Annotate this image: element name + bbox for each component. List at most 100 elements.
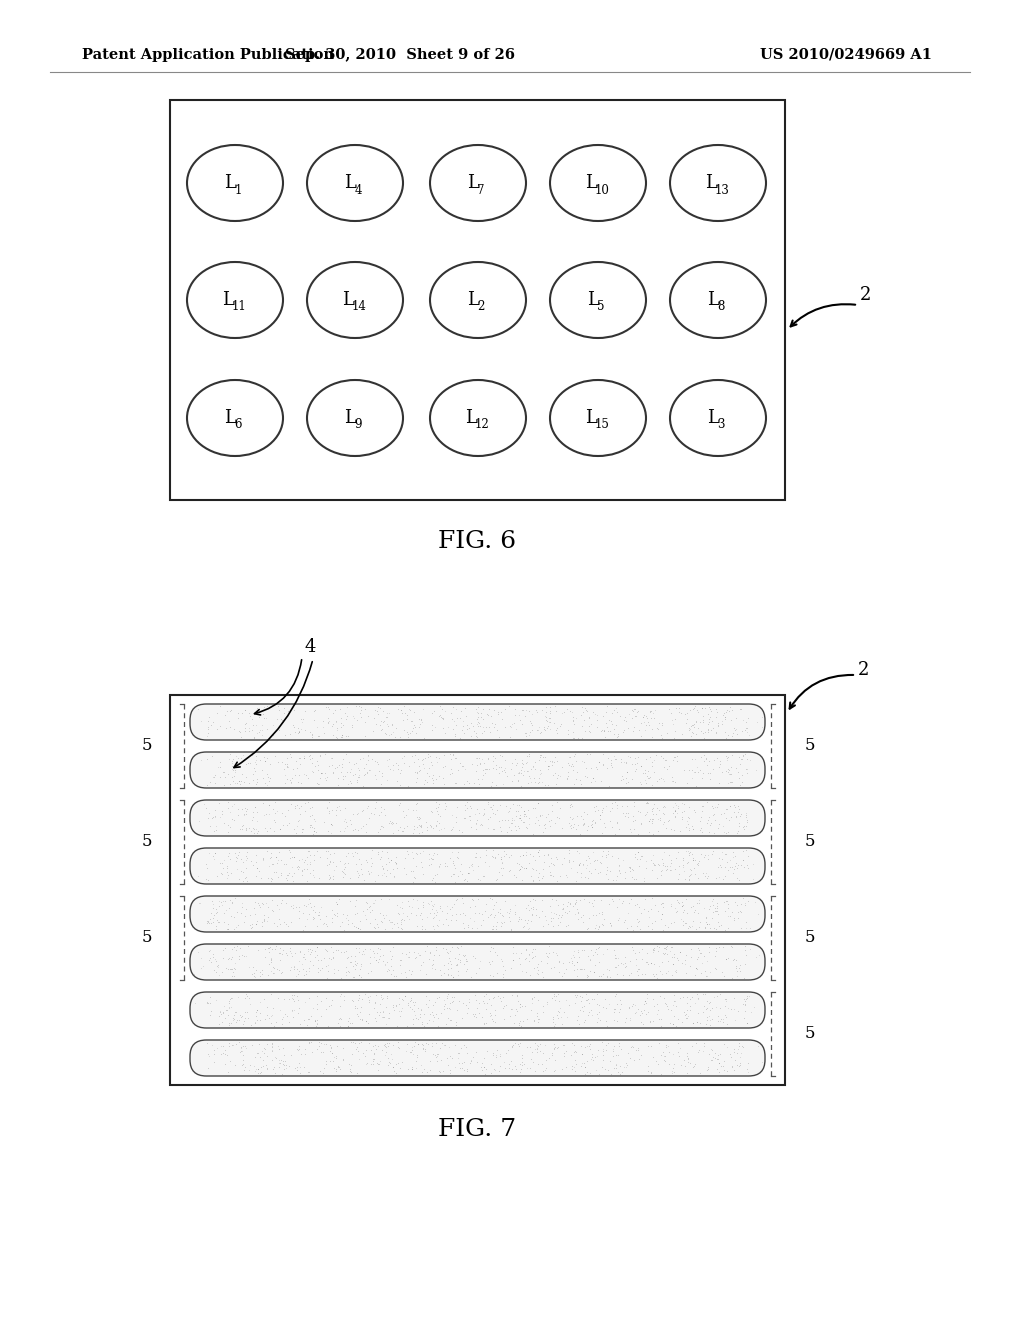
Point — [381, 851, 397, 873]
Point — [435, 962, 452, 983]
Point — [443, 709, 460, 730]
Point — [368, 713, 384, 734]
Point — [599, 843, 615, 865]
Point — [739, 1061, 756, 1082]
Point — [587, 812, 603, 833]
Point — [228, 858, 245, 879]
Point — [288, 896, 304, 917]
Point — [689, 700, 706, 721]
Point — [360, 1032, 377, 1053]
Point — [731, 805, 748, 826]
Point — [236, 1036, 252, 1057]
Point — [337, 766, 353, 787]
Point — [512, 808, 528, 829]
Point — [614, 721, 631, 742]
Point — [389, 912, 406, 933]
Point — [350, 863, 367, 884]
Point — [328, 758, 344, 779]
Point — [670, 891, 686, 912]
Point — [490, 986, 507, 1007]
Point — [417, 1040, 433, 1061]
Point — [639, 1061, 655, 1082]
Point — [709, 1059, 725, 1080]
Point — [375, 711, 391, 733]
Point — [280, 1006, 296, 1027]
Point — [398, 966, 415, 987]
Point — [305, 709, 322, 730]
Point — [639, 792, 655, 813]
Point — [301, 862, 317, 883]
Point — [193, 957, 209, 978]
Point — [589, 759, 605, 780]
Point — [260, 907, 276, 928]
Point — [502, 900, 518, 921]
Point — [412, 760, 428, 781]
Point — [266, 962, 283, 983]
Point — [495, 760, 511, 781]
FancyBboxPatch shape — [190, 896, 765, 932]
Point — [415, 863, 431, 884]
Point — [278, 913, 294, 935]
Point — [639, 987, 655, 1008]
Point — [352, 853, 369, 874]
Point — [302, 941, 318, 962]
Point — [492, 1044, 508, 1065]
Point — [207, 800, 223, 821]
Point — [208, 902, 224, 923]
Point — [400, 946, 417, 968]
Point — [303, 796, 319, 817]
Point — [251, 722, 267, 743]
Point — [554, 1059, 570, 1080]
Point — [189, 941, 206, 962]
Point — [245, 1035, 261, 1056]
Point — [236, 1059, 252, 1080]
Point — [483, 919, 500, 940]
Point — [297, 849, 313, 870]
Point — [586, 989, 602, 1010]
Point — [521, 700, 538, 721]
Point — [610, 847, 627, 869]
Point — [292, 1063, 308, 1084]
Point — [501, 846, 517, 867]
Point — [208, 990, 224, 1011]
Point — [263, 948, 280, 969]
Point — [308, 1039, 325, 1060]
Point — [416, 727, 432, 748]
Point — [358, 892, 375, 913]
Point — [716, 803, 732, 824]
Point — [331, 774, 347, 795]
Point — [637, 770, 653, 791]
Point — [591, 916, 607, 937]
Point — [431, 909, 447, 931]
Point — [364, 853, 380, 874]
Point — [675, 915, 691, 936]
Point — [349, 772, 366, 793]
Point — [374, 855, 390, 876]
Point — [466, 1006, 482, 1027]
Point — [601, 1051, 617, 1072]
Point — [281, 1056, 297, 1077]
Point — [603, 756, 620, 777]
Point — [626, 1049, 642, 1071]
Point — [595, 841, 611, 862]
Point — [565, 940, 582, 961]
Point — [431, 696, 447, 717]
Point — [591, 995, 607, 1016]
Point — [286, 846, 302, 867]
Point — [674, 892, 690, 913]
Point — [202, 1005, 218, 1026]
Point — [623, 916, 639, 937]
Point — [232, 1040, 249, 1061]
Point — [530, 1008, 547, 1030]
Point — [321, 792, 337, 813]
Point — [291, 950, 307, 972]
Point — [631, 1039, 647, 1060]
Point — [629, 909, 645, 931]
Point — [233, 944, 250, 965]
Point — [556, 962, 572, 983]
Point — [375, 1002, 391, 1023]
Point — [304, 908, 321, 929]
Ellipse shape — [550, 261, 646, 338]
Point — [446, 723, 463, 744]
Point — [566, 985, 583, 1006]
